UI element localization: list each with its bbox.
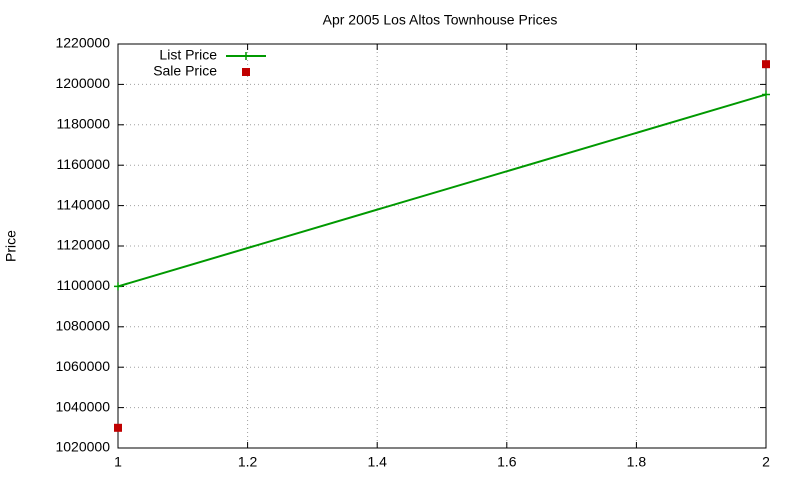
x-tick-label: 2 <box>762 454 770 470</box>
legend-label: List Price <box>159 47 217 63</box>
point <box>762 90 770 99</box>
x-tick-label: 1.8 <box>627 454 647 470</box>
point <box>762 60 770 69</box>
x-tick-label: 1.4 <box>367 454 387 470</box>
point <box>114 282 122 291</box>
x-tick-label: 1.2 <box>238 454 258 470</box>
chart-title: Apr 2005 Los Altos Townhouse Prices <box>323 12 558 28</box>
y-tick-label: 1020000 <box>55 439 110 455</box>
y-tick-label: 1040000 <box>55 398 110 414</box>
y-tick-label: 1160000 <box>57 156 111 172</box>
y-axis-label: Price <box>3 230 19 262</box>
legend-label: Sale Price <box>153 63 217 79</box>
x-tick-label: 1.6 <box>497 454 517 470</box>
y-tick-label: 1140000 <box>57 196 111 212</box>
y-tick-label: 1100000 <box>57 277 111 293</box>
y-tick-label: 1080000 <box>55 318 110 334</box>
legend-marker <box>242 52 250 60</box>
plot-border <box>117 43 767 449</box>
series-line <box>117 93 767 288</box>
y-tick-label: 1120000 <box>57 237 111 253</box>
y-tick-label: 1180000 <box>57 116 111 132</box>
y-tick-label: 1060000 <box>55 358 110 374</box>
y-tick-label: 1220000 <box>55 35 110 51</box>
legend-marker <box>242 68 250 76</box>
point <box>114 423 122 432</box>
x-tick-label: 1 <box>114 454 122 470</box>
y-tick-label: 1200000 <box>55 75 110 91</box>
